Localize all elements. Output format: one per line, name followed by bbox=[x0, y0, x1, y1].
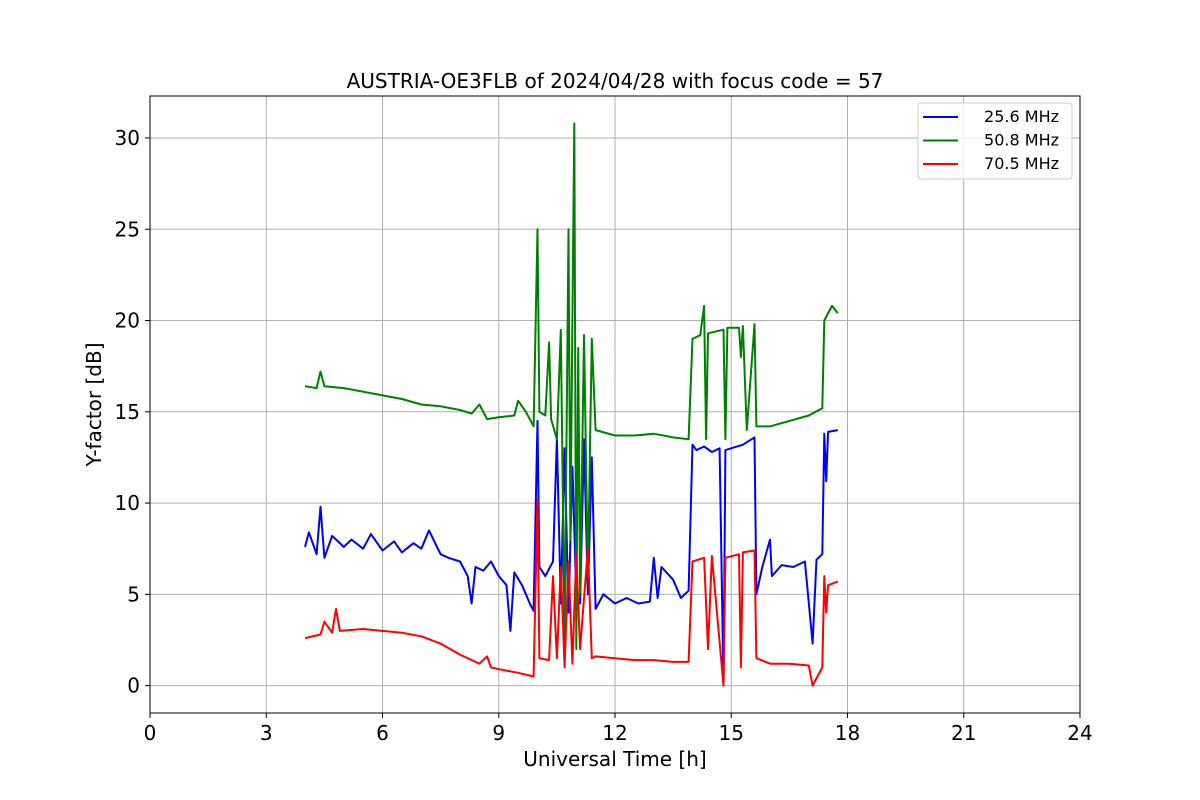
x-tick-label: 15 bbox=[719, 721, 744, 745]
legend-label: 25.6 MHz bbox=[984, 107, 1059, 126]
x-tick-label: 0 bbox=[144, 721, 157, 745]
y-tick-label: 25 bbox=[115, 217, 140, 241]
y-axis-label: Y-factor [dB] bbox=[82, 342, 106, 467]
y-tick-label: 20 bbox=[115, 309, 140, 333]
chart-title: AUSTRIA-OE3FLB of 2024/04/28 with focus … bbox=[347, 69, 884, 93]
y-tick-label: 5 bbox=[127, 582, 140, 606]
y-tick-label: 10 bbox=[115, 491, 140, 515]
x-axis-label: Universal Time [h] bbox=[523, 747, 706, 771]
y-tick-label: 0 bbox=[127, 674, 140, 698]
x-tick-label: 21 bbox=[951, 721, 976, 745]
legend-box bbox=[917, 102, 1073, 180]
x-tick-label: 3 bbox=[260, 721, 273, 745]
y-tick-label: 15 bbox=[115, 400, 140, 424]
x-tick-label: 24 bbox=[1067, 721, 1092, 745]
legend-label: 70.5 MHz bbox=[984, 154, 1059, 173]
axis-ticks: 0 3 6 9 12 15 18 21 24 0 5 10 15 20 25 30 bbox=[115, 126, 1093, 745]
y-tick-label: 30 bbox=[115, 126, 140, 150]
x-tick-label: 9 bbox=[492, 721, 505, 745]
x-tick-label: 6 bbox=[376, 721, 389, 745]
series-line-2 bbox=[304, 122, 839, 651]
series-line-3 bbox=[304, 498, 839, 687]
series-layer bbox=[304, 122, 839, 687]
legend: 25.6 MHz 50.8 MHz 70.5 MHz bbox=[917, 102, 1073, 180]
legend-label: 50.8 MHz bbox=[984, 131, 1059, 150]
x-tick-label: 12 bbox=[602, 721, 627, 745]
x-tick-label: 18 bbox=[835, 721, 860, 745]
